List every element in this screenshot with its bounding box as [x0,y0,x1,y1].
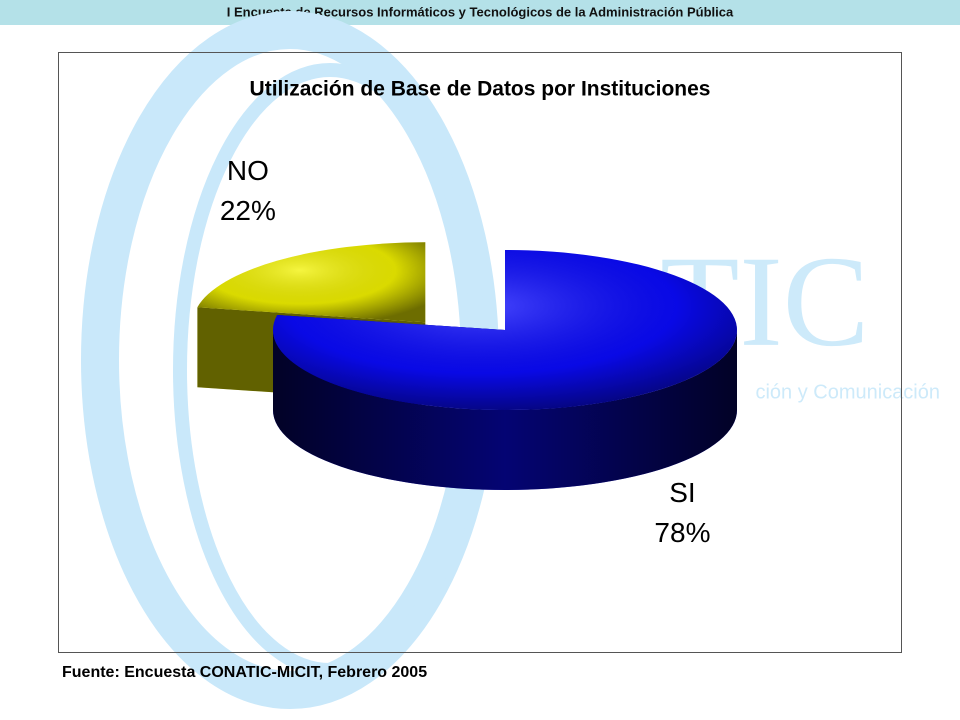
slice-shine [272,250,737,410]
chart-frame [58,52,902,653]
slice-side-shade [273,330,737,490]
chart-title: Utilización de Base de Datos por Institu… [250,78,711,101]
slice-value-label: 78% [654,517,710,548]
slice-value-label: 22% [220,195,276,226]
watermark-tagline: ción y Comunicación [755,381,940,403]
footer-source: Fuente: Encuesta CONATIC-MICIT, Febrero … [62,664,427,681]
slice-category-label: NO [227,155,269,186]
slice-category-label: SI [669,477,695,508]
header-title: I Encuesta de Recursos Informáticos y Te… [227,4,734,19]
slice-shine [197,242,426,323]
header-bar [0,0,960,25]
